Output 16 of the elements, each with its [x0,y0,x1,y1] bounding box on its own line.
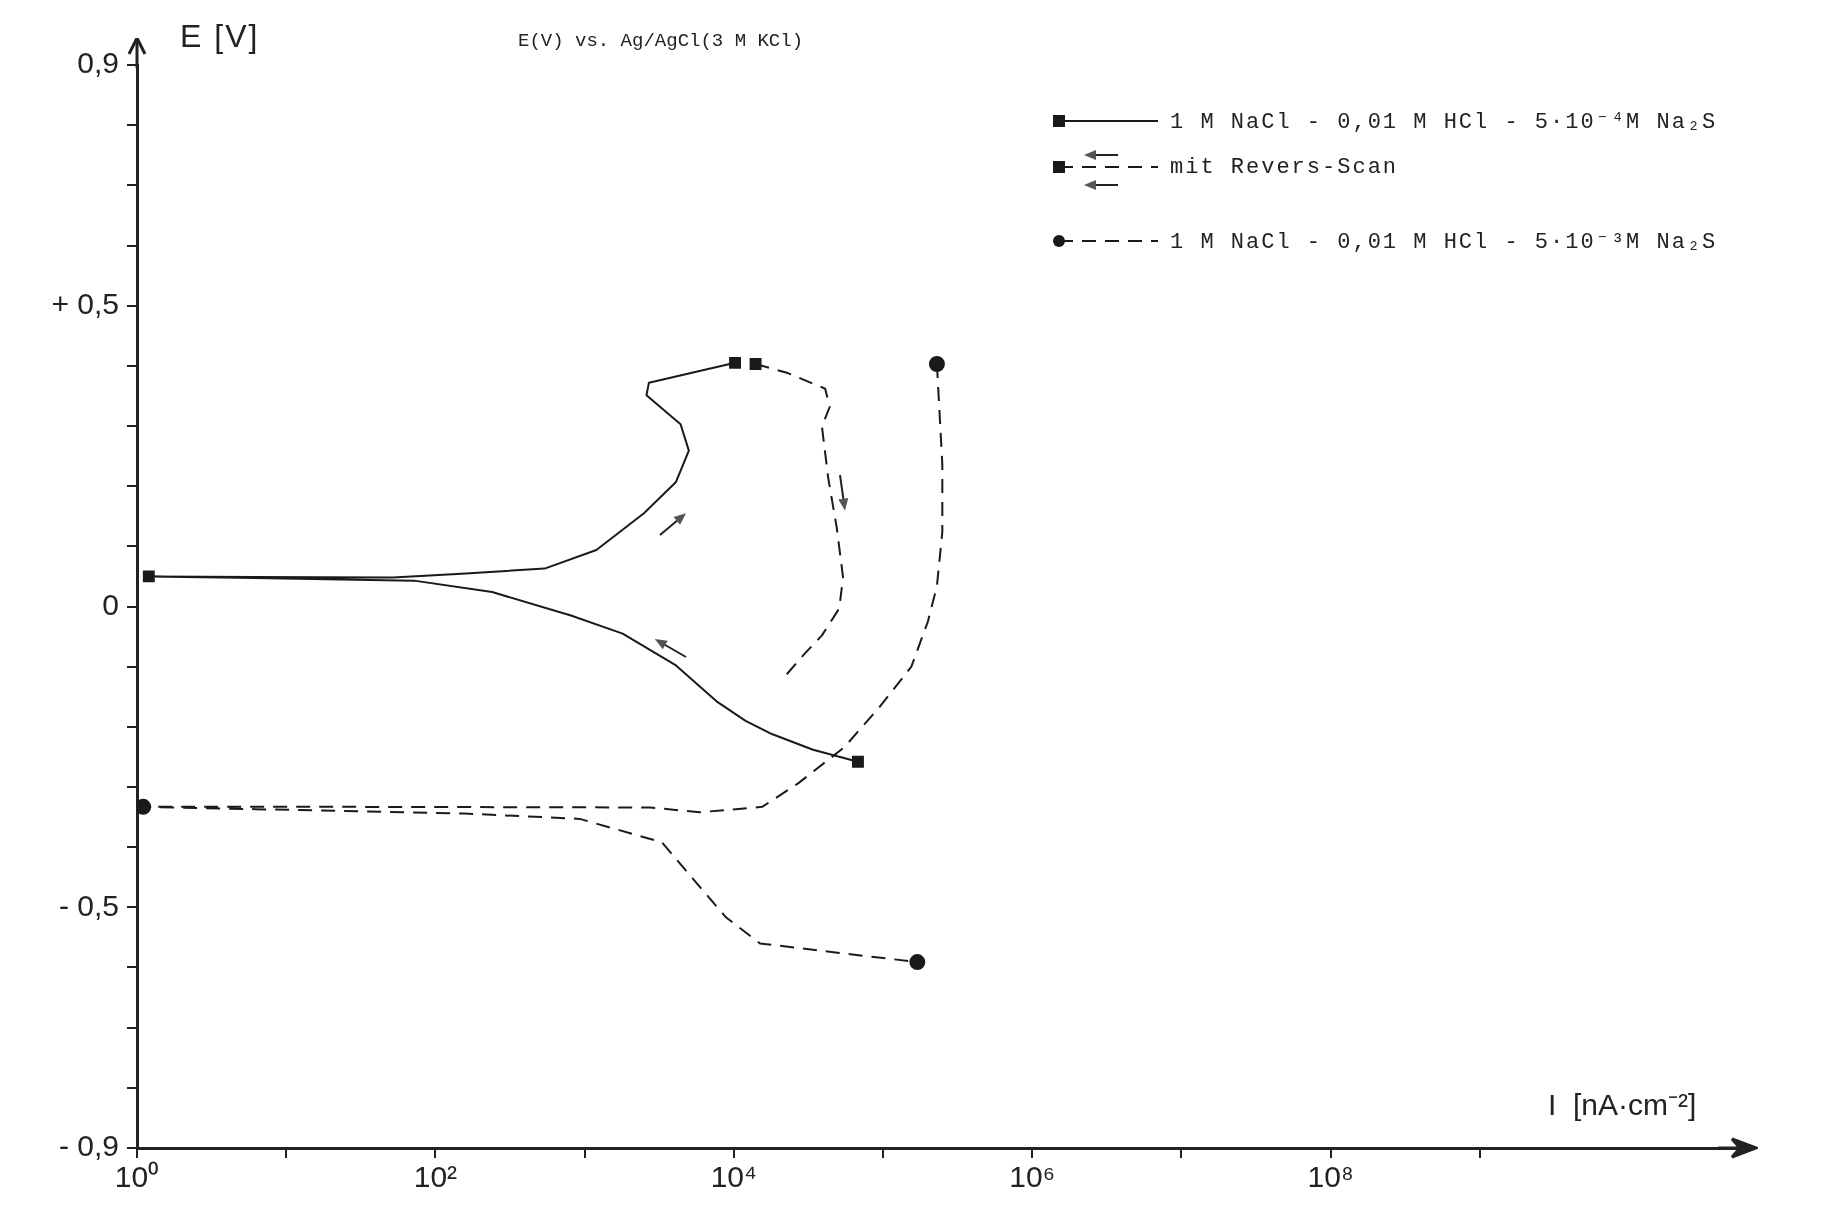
legend-label: 1 M NaCl - 0,01 M HCl - 5·10⁻⁴M Na₂S [1170,108,1718,135]
y-tick-label: + 0,5 [51,286,119,320]
y-tick-label: - 0,9 [58,1129,119,1163]
legend-label: 1 M NaCl - 0,01 M HCl - 5·10⁻³M Na₂S [1170,228,1718,255]
x-tick-label: 10⁸ [1307,1160,1354,1194]
text: E(V) vs. Ag/AgCl(3 M KCl) [518,30,804,52]
x-tick-label: 10⁶ [1009,1160,1055,1194]
legend-label: mit Revers-Scan [1170,154,1399,180]
y-tick-label: 0 [102,587,119,621]
x-tick-label: 10² [413,1160,458,1194]
y-tick-label: - 0,5 [58,888,119,922]
x-axis-title: I [nA·cm⁻²] [1548,1087,1697,1123]
x-tick-label: 10⁴ [710,1160,757,1194]
x-tick-label: 10⁰ [114,1160,160,1194]
y-tick-label: 0,9 [77,46,119,80]
y-axis-title: E [V] [180,18,260,55]
